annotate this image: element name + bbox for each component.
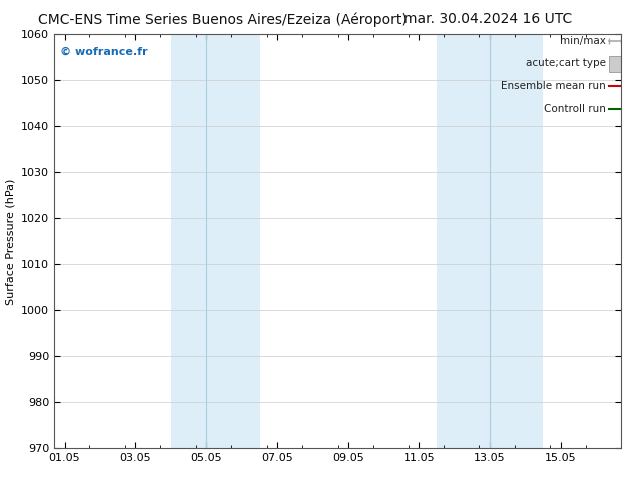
Bar: [490, 34, 543, 448]
Bar: [437, 34, 490, 448]
Text: mar. 30.04.2024 16 UTC: mar. 30.04.2024 16 UTC: [404, 12, 573, 26]
Text: Controll run: Controll run: [544, 104, 606, 114]
Y-axis label: Surface Pressure (hPa): Surface Pressure (hPa): [5, 178, 15, 304]
FancyBboxPatch shape: [609, 56, 621, 73]
Text: CMC-ENS Time Series Buenos Aires/Ezeiza (Aéroport): CMC-ENS Time Series Buenos Aires/Ezeiza …: [37, 12, 406, 27]
Text: Ensemble mean run: Ensemble mean run: [501, 81, 606, 91]
Line: 2 pts: 2 pts: [605, 37, 624, 44]
Text: acute;cart type: acute;cart type: [526, 58, 606, 68]
Bar: [171, 34, 207, 448]
Text: min/max: min/max: [560, 35, 606, 46]
Bar: [207, 34, 259, 448]
Text: © wofrance.fr: © wofrance.fr: [60, 47, 147, 57]
